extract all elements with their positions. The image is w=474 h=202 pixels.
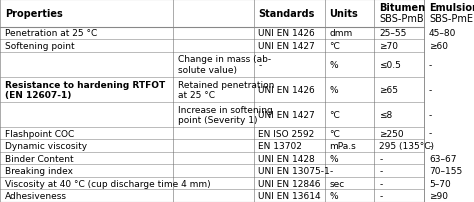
Text: 295 (135°C): 295 (135°C) — [379, 141, 434, 150]
Text: Retained penetration
at 25 °C: Retained penetration at 25 °C — [178, 80, 274, 99]
Text: UNI EN 1426: UNI EN 1426 — [258, 85, 315, 94]
Text: UNI EN 1427: UNI EN 1427 — [258, 110, 315, 119]
Text: °C: °C — [329, 42, 340, 51]
Text: Breaking index: Breaking index — [5, 166, 73, 175]
Text: -: - — [258, 60, 262, 69]
Text: Units: Units — [329, 9, 358, 19]
Text: SBS-PmB: SBS-PmB — [379, 14, 424, 24]
Text: -: - — [429, 85, 432, 94]
Text: UNI EN 13075-1: UNI EN 13075-1 — [258, 166, 330, 175]
Text: °C: °C — [329, 110, 340, 119]
Text: UNI EN 1428: UNI EN 1428 — [258, 154, 315, 163]
Text: ≥70: ≥70 — [379, 42, 398, 51]
Text: UNI EN 13614: UNI EN 13614 — [258, 191, 321, 200]
Text: ≤8: ≤8 — [379, 110, 392, 119]
Text: mPa.s: mPa.s — [329, 141, 356, 150]
Text: Binder Content: Binder Content — [5, 154, 73, 163]
Text: ≤0.5: ≤0.5 — [379, 60, 401, 69]
Text: °C: °C — [329, 129, 340, 138]
Text: Flashpoint COC: Flashpoint COC — [5, 129, 74, 138]
Text: Increase in softening
point (Severity 1): Increase in softening point (Severity 1) — [178, 105, 273, 124]
Text: Softening point: Softening point — [5, 42, 74, 51]
Text: -: - — [329, 166, 333, 175]
Text: ≥65: ≥65 — [379, 85, 398, 94]
Text: Viscosity at 40 °C (cup discharge time 4 mm): Viscosity at 40 °C (cup discharge time 4… — [5, 179, 210, 188]
Text: 5–70: 5–70 — [429, 179, 451, 188]
Text: Adhesiveness: Adhesiveness — [5, 191, 67, 200]
Text: -: - — [429, 141, 432, 150]
Text: %: % — [329, 85, 338, 94]
Text: 70–155: 70–155 — [429, 166, 462, 175]
Text: Standards: Standards — [258, 9, 315, 19]
Text: Bitumen: Bitumen — [379, 3, 425, 13]
Text: -: - — [379, 179, 383, 188]
Text: -: - — [379, 154, 383, 163]
Text: ≥60: ≥60 — [429, 42, 448, 51]
Text: 45–80: 45–80 — [429, 29, 456, 38]
Text: sec: sec — [329, 179, 345, 188]
Text: ≥250: ≥250 — [379, 129, 404, 138]
Text: UNI EN 1426: UNI EN 1426 — [258, 29, 315, 38]
Text: Dynamic viscosity: Dynamic viscosity — [5, 141, 87, 150]
Text: %: % — [329, 60, 338, 69]
Text: 25–55: 25–55 — [379, 29, 407, 38]
Text: Properties: Properties — [5, 9, 63, 19]
Text: UNI EN 1427: UNI EN 1427 — [258, 42, 315, 51]
Text: %: % — [329, 154, 338, 163]
Text: -: - — [429, 110, 432, 119]
Text: Change in mass (ab-
solute value): Change in mass (ab- solute value) — [178, 55, 271, 75]
Text: %: % — [329, 191, 338, 200]
Text: -: - — [379, 166, 383, 175]
Text: -: - — [429, 60, 432, 69]
Text: EN 13702: EN 13702 — [258, 141, 302, 150]
Text: Resistance to hardening RTFOT
(EN 12607-1): Resistance to hardening RTFOT (EN 12607-… — [5, 80, 165, 99]
Text: -: - — [379, 191, 383, 200]
Text: ≥90: ≥90 — [429, 191, 448, 200]
Text: UNI EN 12846: UNI EN 12846 — [258, 179, 321, 188]
Text: 63–67: 63–67 — [429, 154, 456, 163]
Text: dmm: dmm — [329, 29, 353, 38]
Text: Penetration at 25 °C: Penetration at 25 °C — [5, 29, 97, 38]
Text: SBS-PmE: SBS-PmE — [429, 14, 473, 24]
Text: Emulsion: Emulsion — [429, 3, 474, 13]
Text: -: - — [429, 129, 432, 138]
Text: EN ISO 2592: EN ISO 2592 — [258, 129, 315, 138]
